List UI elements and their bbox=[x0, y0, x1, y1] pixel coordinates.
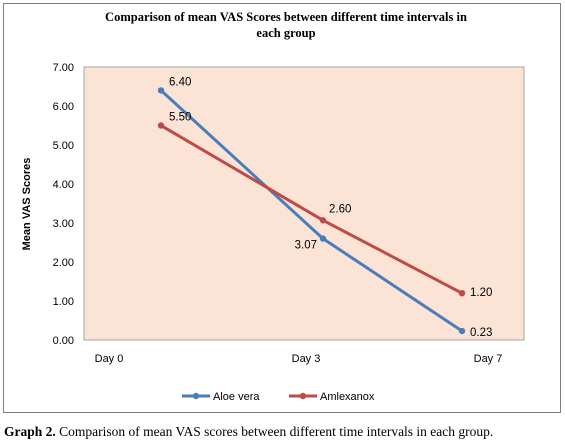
plot-area bbox=[83, 66, 525, 341]
legend-label: Aloe vera bbox=[213, 391, 260, 403]
x-tick-label: Day 3 bbox=[292, 353, 321, 365]
data-label: 6.40 bbox=[169, 76, 191, 88]
y-tick-label: 5.00 bbox=[53, 140, 74, 152]
data-label: 5.50 bbox=[169, 112, 191, 124]
x-tick-label: Day 7 bbox=[474, 353, 503, 365]
figure-caption: Graph 2. Comparison of mean VAS scores b… bbox=[4, 424, 564, 440]
line-chart: Comparison of mean VAS Scores between di… bbox=[21, 10, 525, 403]
data-point bbox=[157, 122, 165, 129]
y-tick-label: 6.00 bbox=[53, 101, 74, 113]
legend: Aloe vera Amlexanox bbox=[182, 391, 375, 403]
data-label: 1.20 bbox=[470, 287, 492, 299]
y-tick-label: 7.00 bbox=[53, 62, 74, 74]
legend-item: Amlexanox bbox=[289, 391, 375, 403]
data-label: 2.60 bbox=[329, 203, 351, 215]
data-point bbox=[458, 290, 466, 297]
series-2: 5.50 2.60 1.20 bbox=[157, 112, 492, 299]
data-point bbox=[458, 327, 466, 335]
data-point bbox=[319, 217, 327, 224]
y-tick-label: 0.00 bbox=[53, 335, 74, 347]
y-tick-label: 3.00 bbox=[53, 218, 74, 230]
chart-title-line-2: each group bbox=[256, 26, 315, 40]
series-1: 6.40 3.07 0.23 bbox=[157, 76, 492, 339]
y-axis-label: Mean VAS Scores bbox=[21, 158, 33, 251]
y-tick-label: 4.00 bbox=[53, 179, 74, 191]
y-tick-label: 1.00 bbox=[53, 296, 74, 308]
data-label: 3.07 bbox=[295, 240, 317, 252]
caption-label: Graph 2. bbox=[4, 424, 56, 439]
data-label: 0.23 bbox=[470, 327, 492, 339]
legend-marker bbox=[192, 392, 200, 400]
legend-label: Amlexanox bbox=[320, 391, 375, 403]
legend-item: Aloe vera bbox=[182, 391, 260, 403]
legend-marker bbox=[299, 392, 307, 400]
data-point bbox=[157, 87, 165, 94]
chart-frame: Comparison of mean VAS Scores between di… bbox=[3, 3, 561, 413]
caption-text: Comparison of mean VAS scores between di… bbox=[59, 424, 494, 439]
chart-title: Comparison of mean VAS Scores between di… bbox=[105, 10, 467, 40]
x-tick-label: Day 0 bbox=[95, 353, 124, 365]
data-point bbox=[319, 235, 327, 242]
chart-title-line-1: Comparison of mean VAS Scores between di… bbox=[105, 10, 467, 24]
y-tick-label: 2.00 bbox=[53, 257, 74, 269]
